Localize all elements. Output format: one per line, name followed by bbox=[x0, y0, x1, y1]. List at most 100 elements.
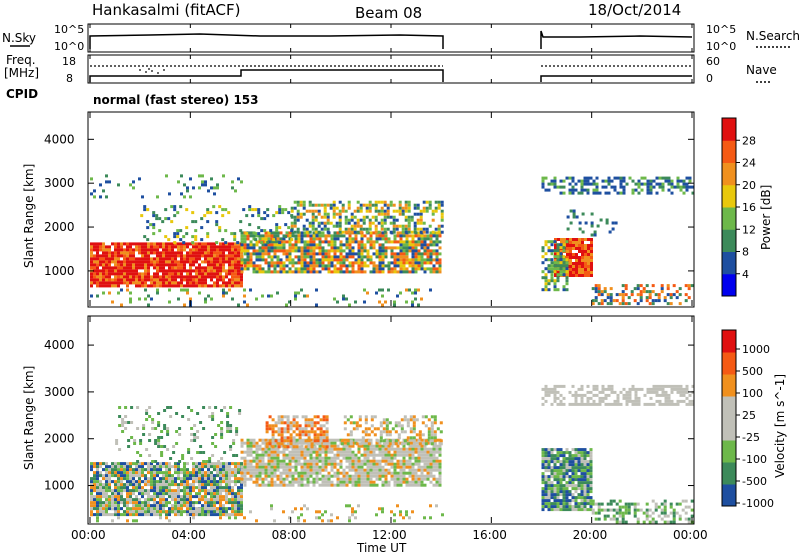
power-cell bbox=[218, 229, 222, 233]
power-cell bbox=[348, 264, 352, 268]
power-cell bbox=[375, 240, 379, 244]
velocity-cell bbox=[105, 468, 108, 472]
power-cell bbox=[339, 234, 343, 238]
power-cell bbox=[174, 275, 177, 279]
power-cell bbox=[359, 206, 363, 210]
velocity-cell bbox=[175, 442, 179, 445]
velocity-cell bbox=[358, 418, 362, 422]
velocity-cell bbox=[142, 424, 146, 427]
power-cell bbox=[431, 212, 435, 216]
power-cell bbox=[152, 232, 156, 236]
power-cell bbox=[338, 224, 342, 228]
power-cell bbox=[559, 273, 563, 277]
power-cell bbox=[138, 275, 141, 279]
power-cell bbox=[575, 244, 578, 247]
power-cell bbox=[225, 275, 228, 279]
velocity-cell bbox=[192, 504, 195, 508]
velocity-cell bbox=[297, 483, 301, 487]
power-cell bbox=[428, 200, 432, 204]
power-cell bbox=[344, 221, 348, 225]
power-cell bbox=[219, 242, 222, 246]
power-cell bbox=[150, 263, 153, 267]
power-cell bbox=[285, 249, 289, 253]
velocity-cell bbox=[237, 462, 240, 466]
velocity-cell bbox=[336, 447, 340, 451]
power-cell bbox=[183, 260, 186, 264]
power-cell bbox=[344, 209, 348, 213]
power-cell bbox=[299, 203, 303, 207]
power-cell bbox=[159, 281, 162, 285]
power-cell bbox=[390, 261, 394, 265]
velocity-cell bbox=[162, 486, 165, 490]
power-cell bbox=[255, 252, 259, 256]
power-cell bbox=[108, 272, 111, 276]
power-cell bbox=[156, 251, 159, 255]
velocity-cell bbox=[159, 492, 162, 496]
velocity-cell bbox=[192, 513, 195, 517]
power-cell bbox=[99, 278, 102, 282]
velocity-cell bbox=[429, 450, 433, 454]
velocity-cell bbox=[295, 415, 299, 419]
power-cell bbox=[630, 293, 634, 297]
velocity-cell bbox=[201, 483, 204, 487]
power-cell bbox=[544, 267, 548, 271]
power-cell bbox=[189, 284, 192, 288]
velocity-cell bbox=[147, 471, 150, 475]
power-cell bbox=[371, 203, 375, 207]
power-cell bbox=[643, 176, 647, 180]
velocity-cell bbox=[225, 462, 228, 466]
power-cell bbox=[212, 205, 216, 209]
velocity-cell bbox=[201, 495, 204, 499]
power-cell bbox=[252, 261, 256, 265]
velocity-cell bbox=[234, 483, 237, 487]
velocity-cell bbox=[127, 421, 131, 424]
velocity-cell bbox=[166, 430, 170, 433]
velocity-cell bbox=[300, 444, 304, 448]
velocity-cell bbox=[216, 498, 219, 502]
velocity-cell bbox=[159, 513, 162, 517]
velocity-cell bbox=[435, 456, 439, 460]
power-cell bbox=[411, 240, 415, 244]
power-cell bbox=[219, 272, 222, 276]
power-cell bbox=[174, 254, 177, 258]
power-cell bbox=[587, 271, 590, 274]
power-cell bbox=[108, 248, 111, 252]
velocity-cell bbox=[282, 447, 286, 451]
velocity-cell bbox=[412, 436, 416, 440]
velocity-cell bbox=[291, 450, 295, 454]
power-cell bbox=[99, 272, 102, 276]
velocity-cell bbox=[156, 468, 159, 472]
power-cell bbox=[162, 278, 165, 282]
velocity-cell bbox=[403, 415, 407, 419]
velocity-cell bbox=[289, 439, 293, 443]
power-cell bbox=[396, 258, 400, 262]
power-cell bbox=[670, 182, 674, 186]
velocity-cell bbox=[358, 442, 362, 446]
velocity-cell bbox=[199, 421, 203, 424]
power-cell bbox=[336, 237, 340, 241]
power-cell bbox=[117, 266, 120, 270]
power-cell bbox=[198, 263, 201, 267]
power-cell bbox=[141, 257, 144, 261]
power-cell bbox=[273, 240, 277, 244]
velocity-cell bbox=[430, 433, 434, 437]
power-cell bbox=[569, 247, 572, 250]
velocity-cell bbox=[111, 474, 114, 478]
velocity-cell bbox=[204, 492, 207, 496]
power-cell bbox=[347, 221, 351, 225]
power-cell bbox=[569, 238, 572, 241]
velocity-cell bbox=[381, 471, 385, 475]
velocity-cell bbox=[231, 510, 234, 514]
power-cell bbox=[413, 227, 417, 231]
power-cell bbox=[96, 260, 99, 264]
velocity-cell bbox=[108, 489, 111, 493]
power-cell bbox=[164, 235, 168, 239]
power-cell bbox=[368, 203, 372, 207]
velocity-cell bbox=[120, 477, 123, 481]
velocity-cell bbox=[99, 492, 102, 496]
power-cell bbox=[357, 264, 361, 268]
power-cell bbox=[408, 246, 412, 250]
power-cell bbox=[417, 237, 421, 241]
velocity-cell bbox=[541, 463, 545, 467]
power-cell bbox=[380, 224, 384, 228]
